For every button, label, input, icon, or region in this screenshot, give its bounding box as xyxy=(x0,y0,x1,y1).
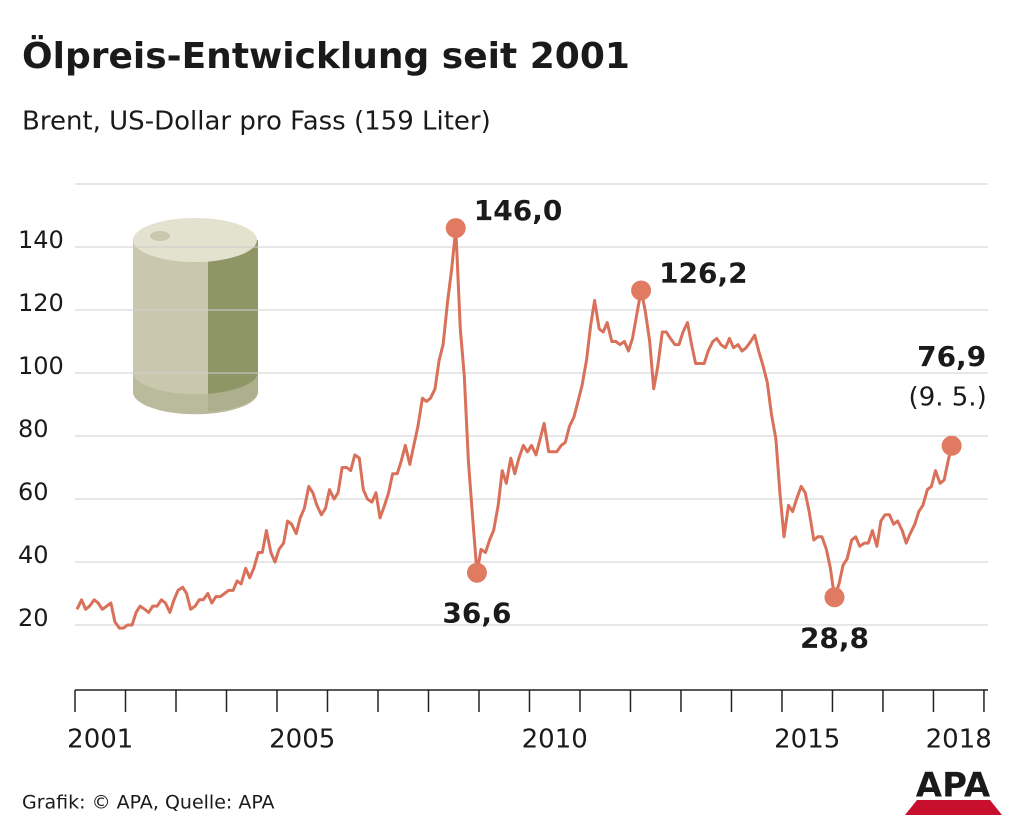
highlight-point xyxy=(631,280,652,301)
x-tick-label: 2015 xyxy=(774,725,840,755)
date-label: (9. 5.) xyxy=(909,382,987,412)
y-tick-label: 60 xyxy=(18,478,49,506)
highlight-point xyxy=(445,218,466,239)
chart-title: Ölpreis-Entwicklung seit 2001 xyxy=(22,35,630,77)
highlight-point xyxy=(824,587,845,608)
value-label: 36,6 xyxy=(442,597,511,630)
y-tick-label: 100 xyxy=(18,352,64,380)
source: Grafik: © APA, Quelle: APA xyxy=(22,792,275,814)
value-label: 146,0 xyxy=(474,194,563,227)
x-tick-label: 2018 xyxy=(926,725,992,755)
chart-subtitle: Brent, US-Dollar pro Fass (159 Liter) xyxy=(22,107,491,137)
y-tick-label: 120 xyxy=(18,289,64,317)
value-label: 126,2 xyxy=(659,256,748,289)
highlight-point xyxy=(941,435,962,456)
value-label: 28,8 xyxy=(800,621,869,654)
logo-bar xyxy=(905,800,1002,815)
y-tick-label: 20 xyxy=(18,604,49,632)
x-tick-label: 2001 xyxy=(67,725,133,755)
highlight-point xyxy=(466,562,487,583)
barrel-icon xyxy=(133,218,258,415)
logo: APA xyxy=(916,766,991,806)
y-tick-label: 80 xyxy=(18,415,49,443)
y-tick-label: 140 xyxy=(18,226,64,254)
x-tick-label: 2005 xyxy=(269,725,335,755)
value-label: 76,9 xyxy=(917,340,986,373)
x-tick-label: 2010 xyxy=(522,725,588,755)
y-tick-label: 40 xyxy=(18,541,49,569)
price-line xyxy=(75,226,954,630)
